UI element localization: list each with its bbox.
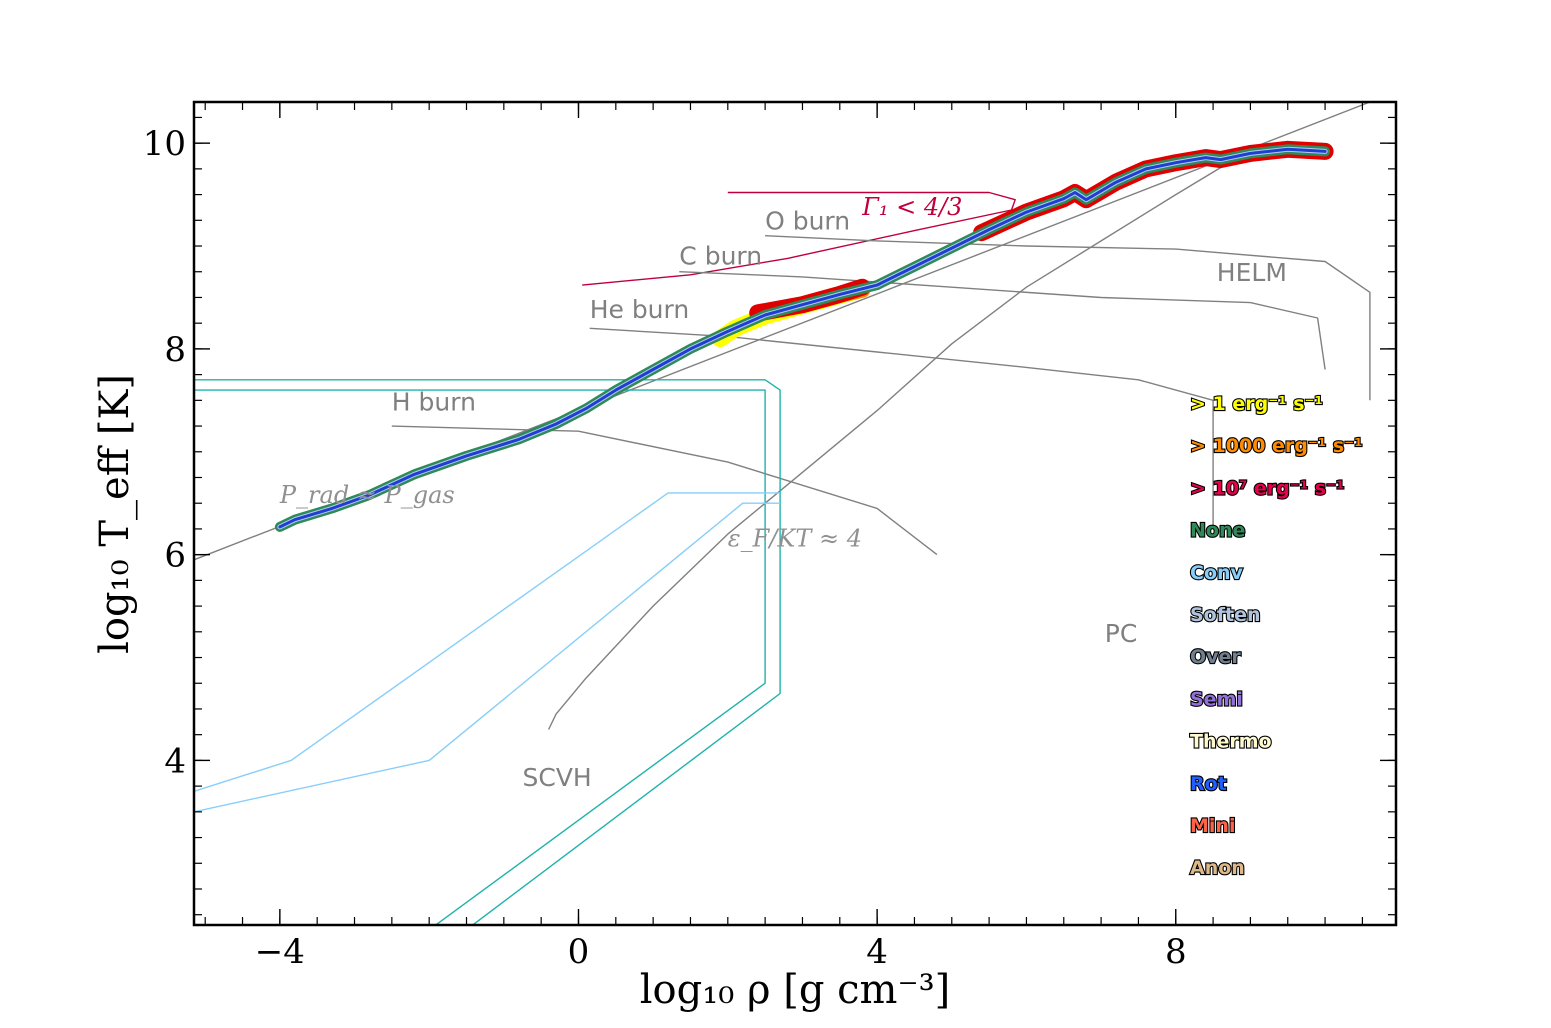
math-label-1: P_rad ≈ P_gas xyxy=(279,481,455,509)
conv-outer xyxy=(194,492,781,792)
y-tick-label: 6 xyxy=(164,536,186,576)
legend-item-0: > 1 erg⁻¹ s⁻¹ xyxy=(1190,393,1323,415)
x-tick-label: 8 xyxy=(1165,932,1187,972)
x-tick-label: −4 xyxy=(255,932,305,972)
y-tick-label: 4 xyxy=(164,741,186,781)
legend-item-8: Thermo xyxy=(1190,731,1272,753)
fermi-line xyxy=(547,158,1236,730)
y-tick-label: 10 xyxy=(143,124,186,164)
o-burn-line xyxy=(765,235,1371,401)
conv-inner xyxy=(194,502,781,813)
legend-item-9: Rot xyxy=(1190,773,1227,795)
legend-item-2: > 10⁷ erg⁻¹ s⁻¹ xyxy=(1190,477,1344,499)
legend-item-7: Semi xyxy=(1190,688,1243,710)
legend-item-5: Soften xyxy=(1190,604,1261,626)
legend-item-4: Conv xyxy=(1190,562,1244,584)
scvh-outer xyxy=(194,379,781,925)
x-tick-label: 0 xyxy=(568,932,590,972)
region-label-h-burn: H burn xyxy=(392,388,476,417)
region-label-pc: PC xyxy=(1105,619,1138,648)
region-label-he-burn: He burn xyxy=(590,295,690,324)
region-label-scvh: SCVH xyxy=(523,763,592,792)
c-burn-line xyxy=(679,271,1326,370)
region-label-c-burn: C burn xyxy=(679,242,762,271)
legend-item-1: > 1000 erg⁻¹ s⁻¹ xyxy=(1190,435,1363,457)
x-tick-label: 4 xyxy=(866,932,888,972)
math-label-2: ε_F/KT ≈ 4 xyxy=(728,524,862,552)
y-axis-title: log₁₀ T_eff [K] xyxy=(92,374,138,654)
scvh-inner xyxy=(194,389,766,925)
region-label-o-burn: O burn xyxy=(765,207,850,236)
series-line-inner-0 xyxy=(278,147,1327,529)
axis-ticks xyxy=(194,102,1396,925)
h-burn-line xyxy=(391,425,938,556)
legend: > 1 erg⁻¹ s⁻¹ > 1000 erg⁻¹ s⁻¹ > 10⁷ erg⁻¹… xyxy=(1189,392,1364,880)
plot-area xyxy=(194,102,1371,925)
x-axis-title: log₁₀ ρ [g cm⁻³] xyxy=(640,967,951,1013)
plot-frame xyxy=(192,100,1398,927)
region-label-helm: HELM xyxy=(1217,258,1287,287)
he-burn-line xyxy=(589,327,1214,401)
legend-item-6: Over xyxy=(1190,646,1241,668)
legend-item-11: Anon xyxy=(1190,857,1245,879)
math-label-0: Γ₁ < 4/3 xyxy=(861,193,962,221)
highlight-segment-3 xyxy=(973,140,1334,242)
legend-item-10: Mini xyxy=(1190,815,1235,837)
legend-item-3: None xyxy=(1190,520,1245,542)
y-tick-label: 8 xyxy=(164,330,186,370)
